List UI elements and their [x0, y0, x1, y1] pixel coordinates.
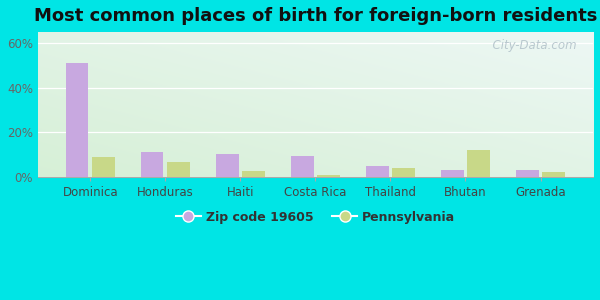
Bar	[141, 152, 163, 177]
Text: City-Data.com: City-Data.com	[485, 39, 577, 52]
Bar	[317, 175, 340, 177]
Bar	[242, 171, 265, 177]
Bar	[542, 172, 565, 177]
Bar	[516, 170, 539, 177]
Bar	[392, 168, 415, 177]
Bar	[92, 157, 115, 177]
Bar	[167, 162, 190, 177]
Bar	[66, 63, 88, 177]
Bar	[467, 150, 490, 177]
Bar	[291, 156, 314, 177]
Legend: Zip code 19605, Pennsylvania: Zip code 19605, Pennsylvania	[170, 206, 460, 229]
Bar	[216, 154, 239, 177]
Bar	[366, 166, 389, 177]
Bar	[441, 170, 464, 177]
Title: Most common places of birth for foreign-born residents: Most common places of birth for foreign-…	[34, 7, 597, 25]
